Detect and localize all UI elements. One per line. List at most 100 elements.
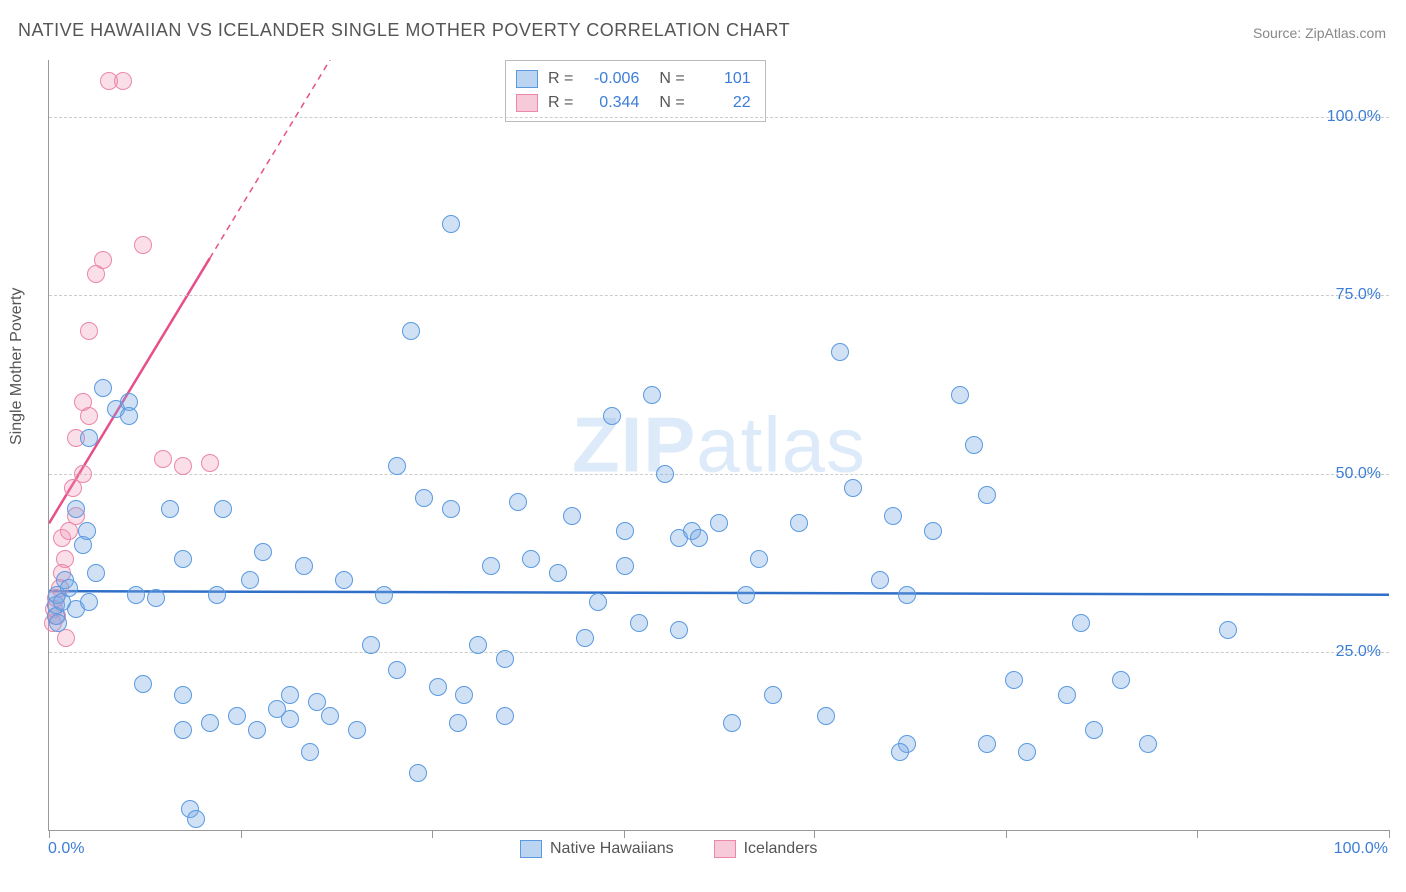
data-point-blue [60,579,78,597]
data-point-pink [74,465,92,483]
data-point-blue [174,550,192,568]
x-tick [1197,830,1198,838]
data-point-blue [402,322,420,340]
data-point-blue [1072,614,1090,632]
data-point-blue [1112,671,1130,689]
data-point-blue [616,557,634,575]
legend-series: Native Hawaiians Icelanders [520,840,817,858]
data-point-blue [335,571,353,589]
y-tick-label: 75.0% [1336,286,1381,304]
data-point-blue [254,543,272,561]
data-point-blue [442,500,460,518]
legend-correlation: R = -0.006 N = 101 R = 0.344 N = 22 [505,60,766,122]
x-tick [241,830,242,838]
data-point-blue [750,550,768,568]
data-point-pink [56,550,74,568]
data-point-blue [764,686,782,704]
data-point-blue [871,571,889,589]
data-point-pink [154,450,172,468]
data-point-blue [455,686,473,704]
r-label: R = [548,67,573,91]
data-point-blue [496,707,514,725]
data-point-blue [429,678,447,696]
y-axis-title: Single Mother Poverty [8,288,26,445]
data-point-blue [49,614,67,632]
data-point-blue [710,514,728,532]
x-axis-label-min: 0.0% [48,840,84,858]
swatch-blue [520,840,542,858]
data-point-blue [187,810,205,828]
data-point-blue [884,507,902,525]
data-point-blue [549,564,567,582]
data-point-blue [817,707,835,725]
swatch-pink [714,840,736,858]
source-text: Source: ZipAtlas.com [1253,25,1386,41]
data-point-blue [388,661,406,679]
data-point-blue [737,586,755,604]
data-point-blue [844,479,862,497]
data-point-pink [201,454,219,472]
data-point-blue [415,489,433,507]
data-point-blue [208,586,226,604]
data-point-blue [174,686,192,704]
data-point-blue [78,522,96,540]
data-point-blue [67,500,85,518]
legend-label-pink: Icelanders [744,840,818,858]
x-tick [1006,830,1007,838]
data-point-blue [723,714,741,732]
legend-label-blue: Native Hawaiians [550,840,674,858]
data-point-blue [656,465,674,483]
data-point-blue [241,571,259,589]
y-tick-label: 25.0% [1336,643,1381,661]
data-point-blue [576,629,594,647]
data-point-blue [1219,621,1237,639]
data-point-blue [80,593,98,611]
data-point-blue [201,714,219,732]
data-point-blue [496,650,514,668]
data-point-blue [924,522,942,540]
data-point-blue [321,707,339,725]
n-value-pink: 22 [695,91,751,115]
data-point-blue [563,507,581,525]
n-label: N = [659,91,684,115]
n-label: N = [659,67,684,91]
data-point-pink [80,322,98,340]
data-point-blue [161,500,179,518]
data-point-blue [891,743,909,761]
data-point-blue [94,379,112,397]
data-point-blue [630,614,648,632]
data-point-blue [375,586,393,604]
watermark-rest: atlas [696,401,866,489]
plot-area: ZIPatlas R = -0.006 N = 101 R = 0.344 N … [48,60,1389,831]
r-value-blue: -0.006 [583,67,639,91]
data-point-blue [469,636,487,654]
gridline-h [49,474,1389,475]
gridline-h [49,295,1389,296]
data-point-blue [362,636,380,654]
data-point-blue [482,557,500,575]
data-point-blue [670,621,688,639]
data-point-pink [94,251,112,269]
r-label: R = [548,91,573,115]
data-point-blue [248,721,266,739]
x-tick [49,830,50,838]
data-point-blue [1058,686,1076,704]
chart-title: NATIVE HAWAIIAN VS ICELANDER SINGLE MOTH… [18,20,790,41]
legend-row-pink: R = 0.344 N = 22 [516,91,751,115]
data-point-blue [589,593,607,611]
data-point-blue [388,457,406,475]
gridline-h [49,652,1389,653]
data-point-pink [80,407,98,425]
data-point-blue [898,586,916,604]
data-point-blue [616,522,634,540]
data-point-blue [790,514,808,532]
data-point-blue [120,407,138,425]
data-point-pink [114,72,132,90]
x-tick [1389,830,1390,838]
legend-item-pink: Icelanders [714,840,818,858]
r-value-pink: 0.344 [583,91,639,115]
legend-row-blue: R = -0.006 N = 101 [516,67,751,91]
data-point-blue [1018,743,1036,761]
data-point-blue [690,529,708,547]
data-point-blue [281,710,299,728]
